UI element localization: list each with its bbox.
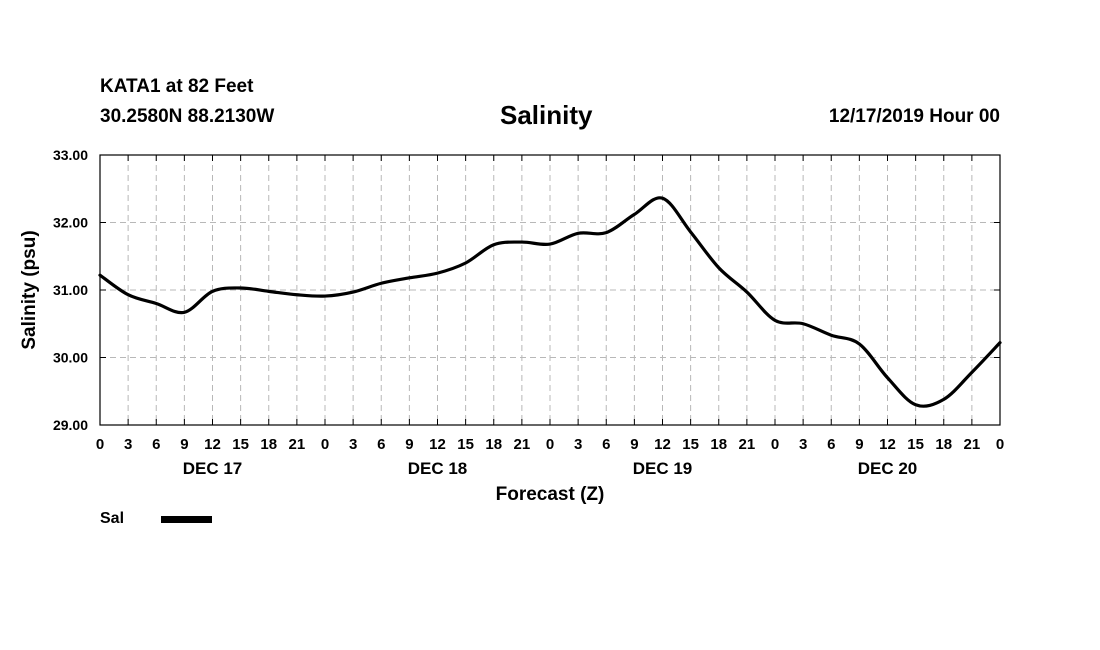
legend-label: Sal	[100, 510, 125, 527]
x-tick-label: 3	[124, 436, 132, 453]
y-axis-title: Salinity (psu)	[19, 230, 40, 349]
x-tick-label: 21	[514, 436, 531, 453]
x-tick-label: 21	[964, 436, 981, 453]
x-tick-label: 9	[630, 436, 638, 453]
legend-line-swatch	[161, 516, 212, 523]
y-tick-label: 29.00	[53, 417, 88, 433]
x-tick-label: 9	[405, 436, 413, 453]
x-tick-label: 0	[96, 436, 104, 453]
x-tick-label: 18	[935, 436, 952, 453]
x-tick-label: 0	[771, 436, 779, 453]
chart-title: Salinity	[500, 100, 593, 130]
x-tick-label: 12	[429, 436, 446, 453]
series-line-sal	[98, 196, 1002, 408]
y-tick-label: 33.00	[53, 147, 88, 163]
day-label: DEC 20	[858, 459, 918, 478]
x-tick-label: 0	[321, 436, 329, 453]
station-title: KATA1 at 82 Feet	[100, 76, 254, 97]
day-label: DEC 19	[633, 459, 693, 478]
x-tick-label: 12	[879, 436, 896, 453]
x-tick-label: 9	[180, 436, 188, 453]
x-tick-label: 12	[654, 436, 671, 453]
x-tick-label: 3	[574, 436, 582, 453]
x-tick-label: 15	[907, 436, 924, 453]
x-tick-label: 0	[546, 436, 554, 453]
x-tick-label: 21	[289, 436, 306, 453]
x-tick-label: 9	[855, 436, 863, 453]
day-label: DEC 17	[183, 459, 243, 478]
x-tick-label: 6	[602, 436, 610, 453]
station-coordinates: 30.2580N 88.2130W	[100, 106, 275, 127]
y-tick-label: 32.00	[53, 215, 88, 231]
day-label: DEC 18	[408, 459, 468, 478]
x-tick-label: 18	[710, 436, 727, 453]
y-tick-label: 31.00	[53, 282, 88, 298]
x-tick-label: 15	[457, 436, 474, 453]
x-tick-label: 0	[996, 436, 1004, 453]
x-axis-title: Forecast (Z)	[496, 484, 605, 505]
x-tick-label: 6	[377, 436, 385, 453]
x-tick-label: 6	[827, 436, 835, 453]
x-tick-label: 15	[232, 436, 249, 453]
x-tick-label: 3	[799, 436, 807, 453]
x-tick-label: 18	[260, 436, 277, 453]
x-tick-label: 12	[204, 436, 221, 453]
x-tick-label: 18	[485, 436, 502, 453]
x-tick-label: 3	[349, 436, 357, 453]
x-tick-label: 21	[739, 436, 756, 453]
x-tick-label: 15	[682, 436, 699, 453]
x-tick-label: 6	[152, 436, 160, 453]
forecast-datetime: 12/17/2019 Hour 00	[828, 106, 1000, 127]
y-tick-label: 30.00	[53, 350, 88, 366]
